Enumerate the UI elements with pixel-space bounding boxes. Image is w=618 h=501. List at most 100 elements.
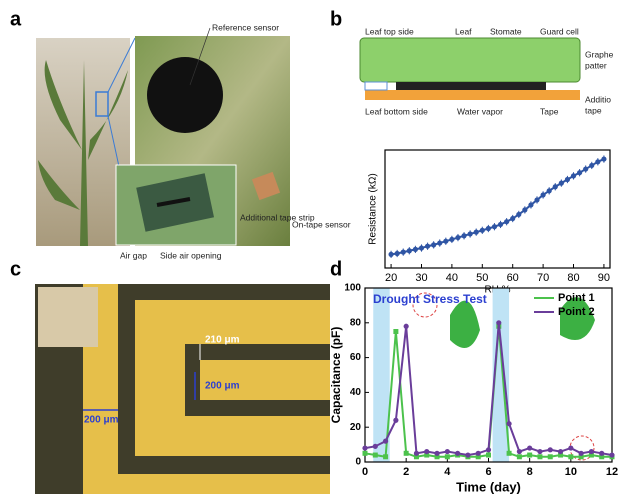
marker bbox=[589, 162, 595, 169]
marker bbox=[609, 452, 615, 458]
marker bbox=[455, 450, 461, 456]
marker bbox=[570, 173, 577, 179]
air-gap bbox=[156, 197, 191, 207]
x-tick-label: 20 bbox=[385, 272, 397, 284]
leaf-icon bbox=[450, 300, 480, 348]
marker bbox=[588, 452, 594, 458]
gap bbox=[135, 300, 330, 456]
y-tick-label: 100 bbox=[344, 283, 361, 294]
marker bbox=[475, 454, 481, 460]
y-tick-label: 0 bbox=[355, 457, 361, 468]
marker bbox=[547, 447, 553, 453]
diagram-label: Leaf bbox=[455, 26, 472, 36]
marker bbox=[403, 323, 409, 329]
marker bbox=[388, 251, 394, 257]
panel-label: d bbox=[330, 258, 342, 280]
marker bbox=[595, 159, 601, 165]
x-tick-label: 30 bbox=[415, 272, 427, 284]
y-axis-title: Resistance (kΩ) bbox=[368, 173, 379, 244]
marker bbox=[504, 219, 510, 225]
scale-label: 210 μm bbox=[205, 335, 240, 346]
diagram-label: Tape bbox=[540, 106, 559, 116]
marker bbox=[527, 445, 533, 451]
y-tick-label: 40 bbox=[350, 387, 362, 398]
diagram-label: tape bbox=[585, 105, 602, 115]
marker bbox=[506, 450, 512, 456]
x-tick-label: 80 bbox=[567, 272, 579, 284]
plot-frame bbox=[384, 149, 611, 269]
diagram-label: patter bbox=[585, 60, 607, 70]
marker bbox=[540, 192, 546, 198]
marker bbox=[434, 450, 440, 456]
shaded-range bbox=[373, 288, 390, 462]
inset bbox=[38, 287, 98, 347]
marker bbox=[558, 452, 564, 458]
marker bbox=[583, 166, 589, 172]
zoom-line bbox=[107, 37, 136, 93]
marker bbox=[578, 454, 584, 460]
marker bbox=[485, 447, 492, 453]
marker bbox=[413, 450, 420, 456]
marker bbox=[362, 450, 368, 456]
x-tick-label: 12 bbox=[606, 466, 618, 478]
marker bbox=[383, 454, 389, 460]
additional-tape bbox=[364, 81, 388, 91]
x-tick-label: 60 bbox=[507, 272, 519, 284]
x-tick-label: 8 bbox=[527, 466, 533, 478]
diagram-label: Graphe bbox=[585, 49, 614, 59]
marker bbox=[412, 246, 419, 252]
annotation: Additional tape strip bbox=[240, 212, 315, 222]
marker bbox=[576, 170, 583, 176]
marker bbox=[465, 452, 471, 458]
marker bbox=[418, 245, 425, 251]
diagram-label: Additio bbox=[585, 94, 611, 104]
marker bbox=[372, 452, 378, 458]
marker bbox=[588, 448, 595, 455]
scale-label: 200 μm bbox=[84, 415, 119, 426]
marker bbox=[475, 450, 481, 456]
marker bbox=[413, 454, 419, 460]
leaf-layer bbox=[359, 37, 581, 83]
marker bbox=[599, 450, 605, 456]
marker bbox=[394, 250, 400, 257]
marker bbox=[403, 450, 409, 456]
marker bbox=[437, 240, 443, 246]
marker bbox=[455, 234, 461, 241]
series-line bbox=[364, 322, 613, 457]
tape bbox=[365, 90, 580, 100]
x-tick-label: 2 bbox=[403, 466, 409, 478]
tape-sensor bbox=[251, 171, 281, 201]
y-tick-label: 20 bbox=[350, 422, 362, 433]
x-tick-label: 6 bbox=[485, 466, 491, 478]
marker bbox=[516, 211, 522, 218]
diagram-label: Leaf top side bbox=[365, 26, 414, 36]
marker bbox=[534, 197, 540, 203]
x-tick-label: 4 bbox=[444, 466, 451, 478]
marker bbox=[444, 454, 450, 460]
marker bbox=[393, 329, 399, 334]
marker bbox=[449, 236, 455, 243]
marker bbox=[400, 249, 406, 255]
marker bbox=[491, 224, 498, 230]
marker bbox=[424, 243, 431, 249]
marker bbox=[461, 233, 467, 239]
marker bbox=[527, 452, 533, 458]
y-tick-label: 60 bbox=[350, 352, 362, 363]
marker bbox=[557, 448, 564, 455]
marker bbox=[382, 438, 389, 444]
marker bbox=[510, 215, 516, 222]
annotation: On-tape sensor bbox=[292, 219, 351, 229]
marker bbox=[424, 452, 430, 458]
series-line bbox=[364, 326, 612, 458]
y-tick-label: 80 bbox=[350, 317, 362, 328]
hole bbox=[147, 57, 223, 133]
marker bbox=[473, 229, 479, 235]
marker bbox=[496, 320, 502, 326]
marker bbox=[362, 445, 368, 451]
marker bbox=[434, 454, 440, 460]
marker bbox=[568, 454, 574, 460]
annotation: Drought Stress Test bbox=[373, 292, 487, 306]
marker bbox=[406, 248, 412, 254]
marker bbox=[522, 207, 528, 213]
